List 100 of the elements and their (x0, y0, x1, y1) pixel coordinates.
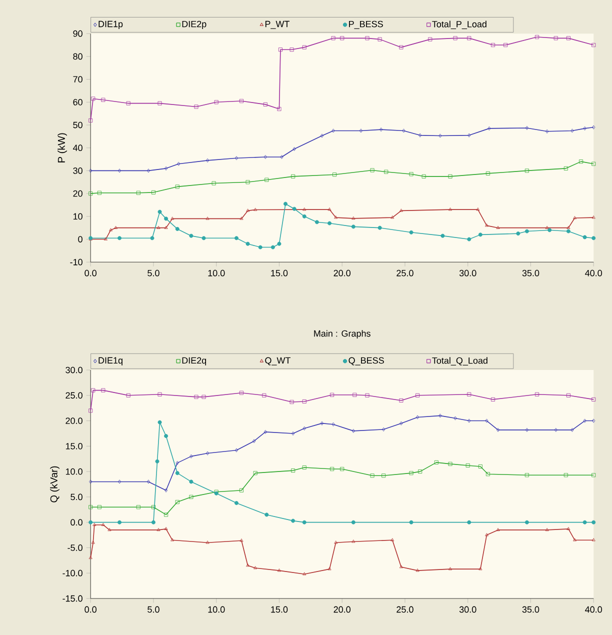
chart-title: Main : Graphs (314, 330, 370, 338)
point (592, 43, 596, 48)
point (91, 540, 95, 544)
point (189, 234, 194, 238)
x-tick-label: 15.0 (271, 270, 288, 276)
point (566, 226, 570, 229)
point (359, 128, 363, 133)
point (334, 540, 338, 544)
point (118, 236, 122, 240)
y-tick-label: 80 (73, 53, 82, 60)
point (548, 228, 552, 232)
point (332, 422, 335, 426)
point (156, 226, 160, 229)
point (146, 168, 150, 173)
x-tick-label: 25.0 (396, 606, 414, 613)
point (240, 216, 244, 220)
point (592, 473, 596, 478)
point (467, 392, 472, 396)
point (476, 208, 480, 211)
x-tick-label: 35.0 (522, 606, 540, 613)
point (504, 43, 508, 48)
point (194, 394, 198, 399)
point (486, 171, 490, 176)
point (546, 129, 549, 134)
point (150, 236, 154, 240)
point (448, 208, 452, 211)
point (189, 480, 194, 484)
point (246, 180, 250, 184)
point (164, 226, 168, 229)
point (156, 528, 160, 532)
point (399, 45, 404, 50)
point (101, 522, 105, 526)
point (302, 426, 306, 430)
y-tick-label: -5.0 (68, 544, 82, 551)
x-tick-label: 35.0 (522, 270, 540, 276)
point (126, 101, 130, 106)
point (402, 128, 406, 133)
point (291, 468, 296, 473)
y-tick-label: 40 (72, 144, 82, 152)
point (158, 101, 162, 106)
x-tick-label: 20.0 (334, 270, 351, 276)
point (88, 520, 93, 524)
point (114, 226, 118, 229)
point (409, 172, 414, 176)
point (175, 184, 180, 189)
point (340, 467, 344, 472)
point (151, 505, 156, 510)
point (478, 232, 482, 237)
point (264, 512, 269, 517)
point (468, 418, 471, 423)
point (136, 190, 140, 195)
x-tick-label: 40.0 (585, 270, 602, 276)
point (284, 202, 288, 206)
point (118, 520, 122, 524)
x-tick-label: 30.0 (459, 606, 476, 613)
point (579, 160, 584, 164)
point (214, 100, 218, 104)
point (592, 397, 596, 402)
point (566, 229, 570, 234)
point (118, 168, 122, 173)
point (330, 392, 334, 397)
y-tick-label: 60 (73, 98, 82, 106)
point (290, 400, 294, 404)
point (490, 43, 495, 48)
point (422, 174, 426, 178)
point (352, 216, 356, 220)
point (525, 428, 528, 432)
point (399, 208, 403, 212)
point (566, 393, 570, 398)
y-tick-label: 50 (73, 122, 82, 128)
point (239, 488, 244, 492)
point (264, 178, 269, 182)
legend-label: Q_BESS (348, 357, 384, 366)
point (390, 538, 394, 542)
point (291, 174, 296, 178)
line-series (88, 160, 596, 196)
point (378, 37, 382, 42)
point (351, 224, 356, 229)
point (88, 505, 93, 510)
point (302, 208, 306, 211)
point (399, 565, 403, 568)
point (592, 162, 596, 166)
point (524, 520, 529, 524)
point (118, 480, 122, 484)
point (409, 230, 414, 234)
point (170, 538, 174, 542)
point (478, 567, 482, 570)
point (146, 480, 150, 484)
x-tick-label: 15.0 (271, 606, 288, 613)
x-tick-label: 10.0 (208, 270, 225, 276)
point (240, 538, 244, 542)
point (352, 392, 357, 397)
point (328, 221, 332, 226)
point (189, 494, 194, 499)
point (384, 170, 388, 174)
legend-label: DIE2p (182, 20, 206, 30)
point (566, 526, 570, 530)
point (448, 462, 452, 466)
point (409, 520, 414, 524)
x-tick-label: 0.0 (84, 606, 97, 613)
